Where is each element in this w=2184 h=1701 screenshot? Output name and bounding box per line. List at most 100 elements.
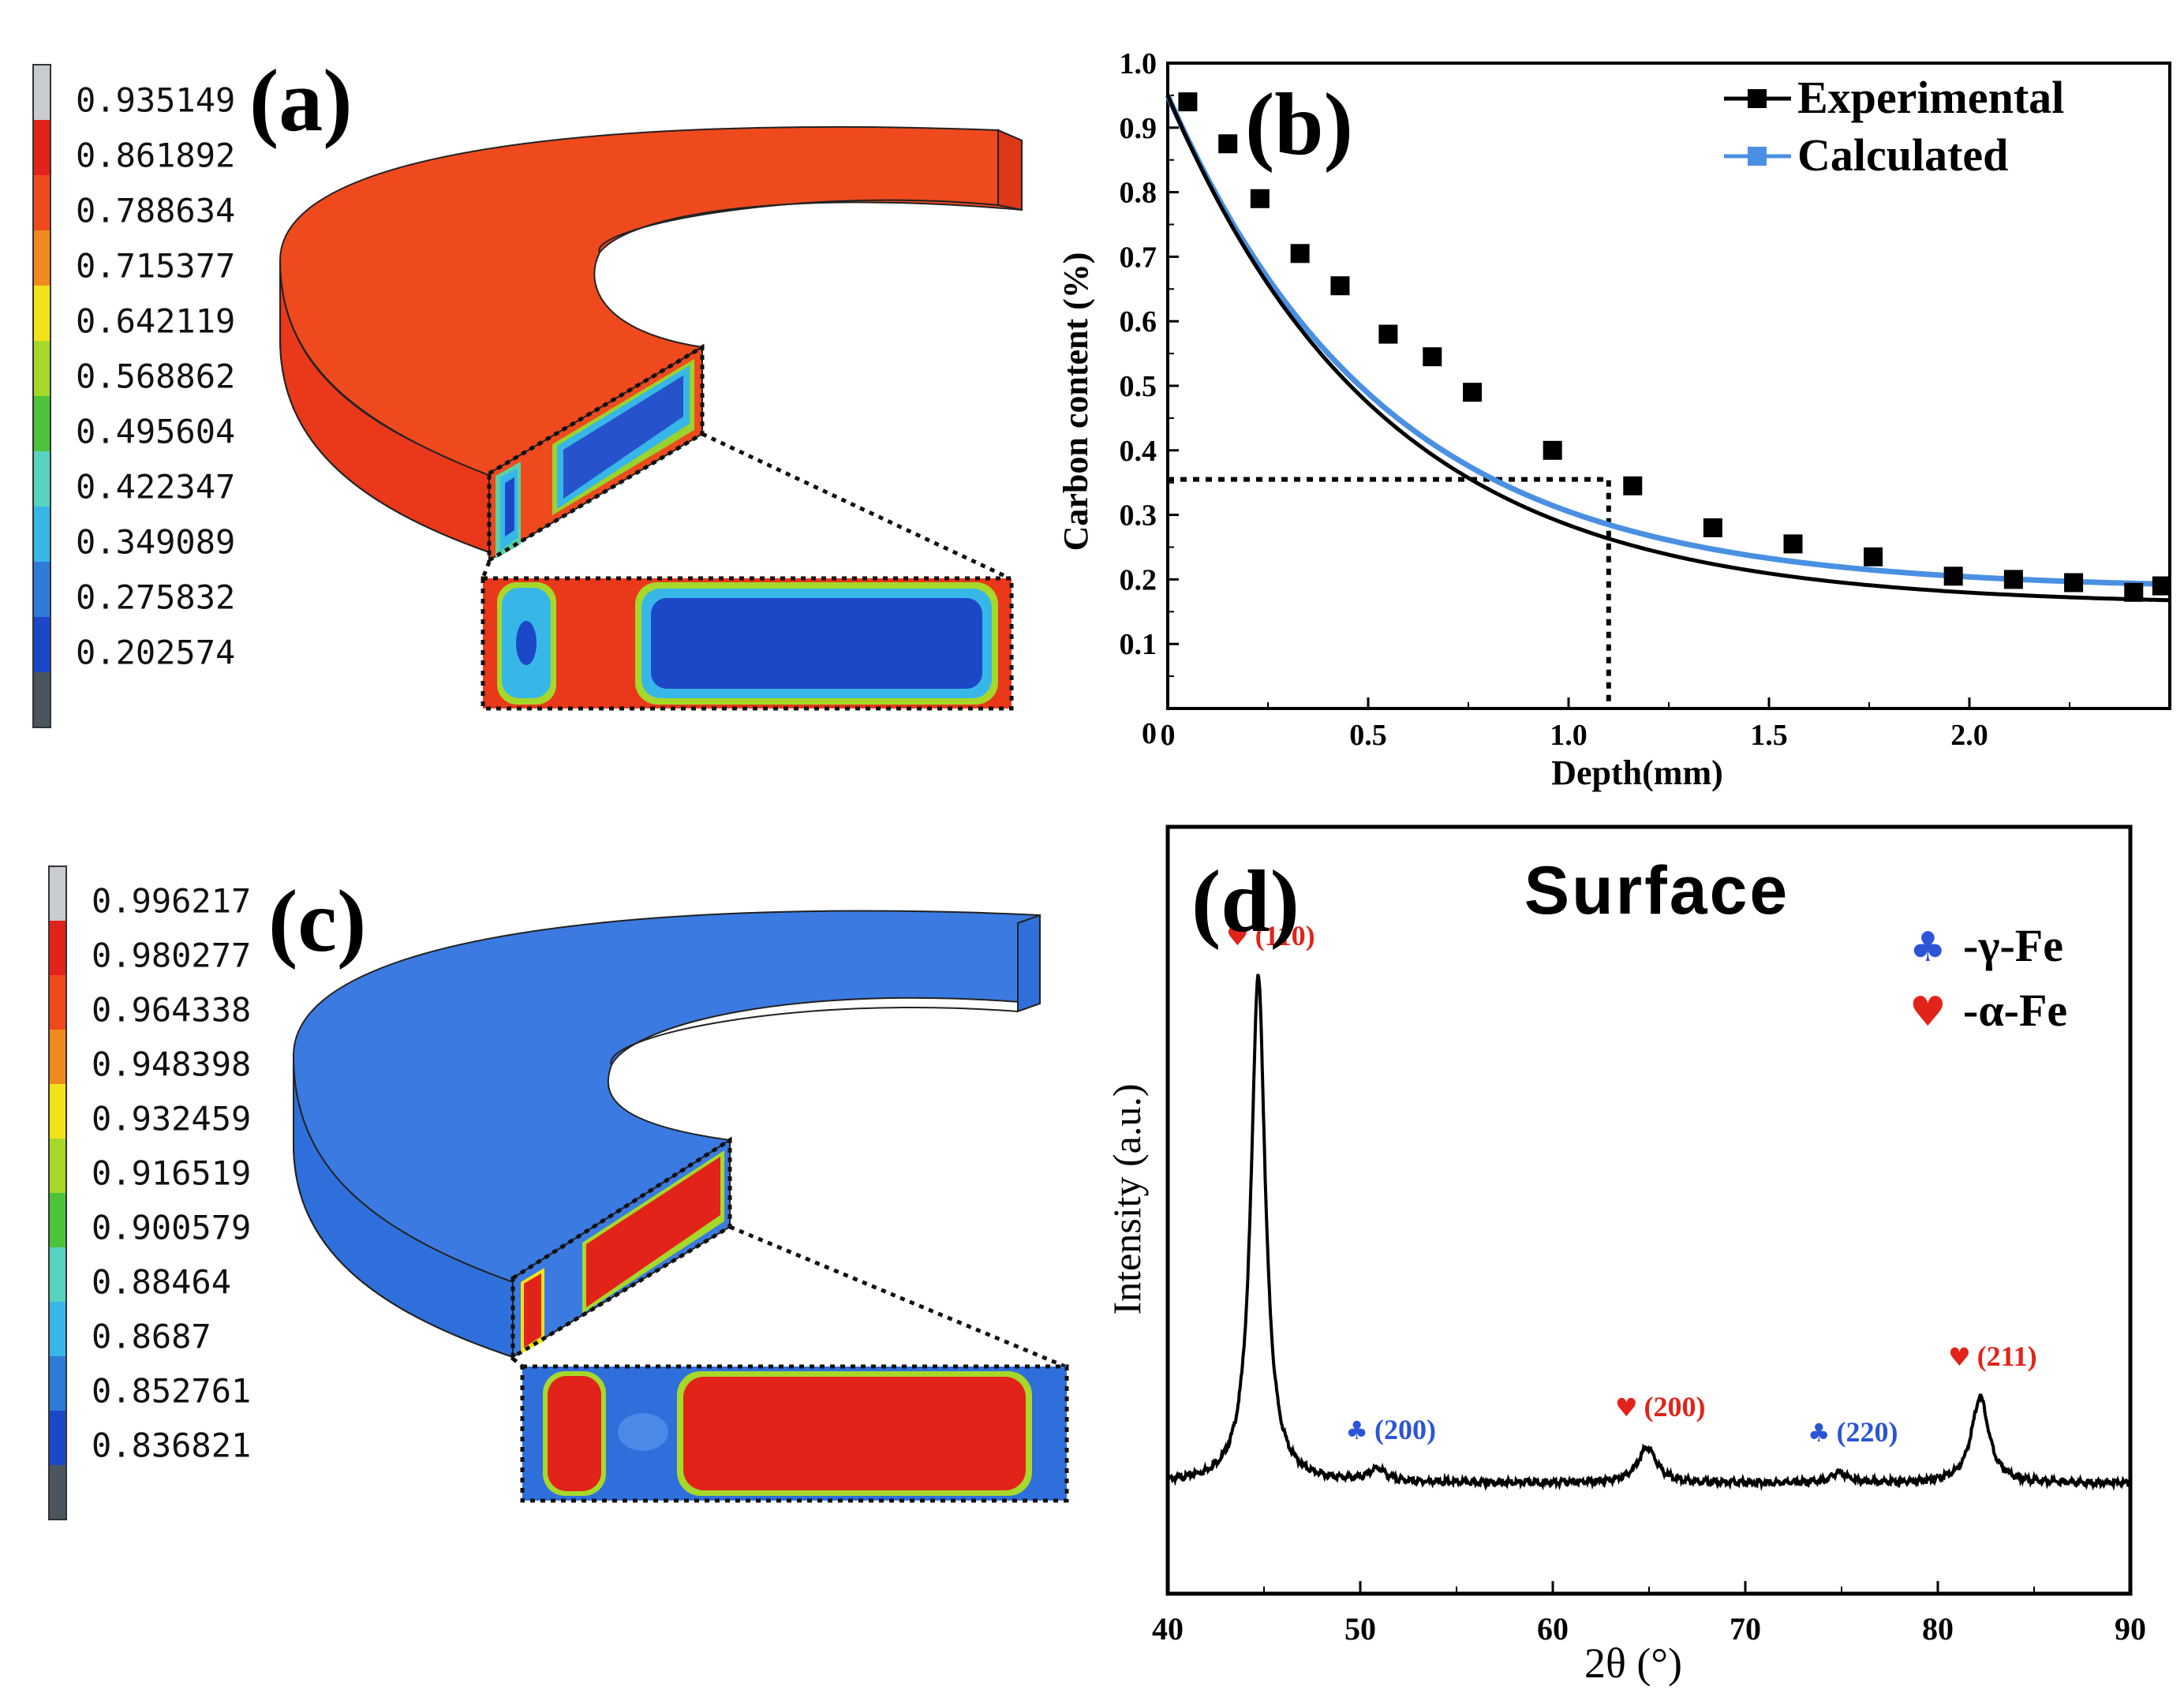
cbar-c-segment (49, 1030, 66, 1084)
cbar-c-label: 0.88464 (92, 1263, 231, 1302)
cbar-a-label: 0.568862 (76, 357, 235, 396)
legend-symbol-alpha: ♥ (1909, 989, 1947, 1036)
cbar-a-segment (33, 617, 50, 672)
x-tick-label-d: 90 (2115, 1611, 2146, 1647)
data-point-experimental (2152, 576, 2171, 596)
peak-marker: ♥ (1226, 922, 1249, 951)
peak-marker: ♥ (1948, 1342, 1971, 1372)
cbar-a-segment (33, 451, 50, 507)
data-point-experimental (1943, 566, 1963, 586)
x-axis-label-d: 2θ (°) (1584, 1639, 1682, 1687)
x-axis-label-b: Depth(mm) (1551, 753, 1723, 792)
cbar-c-label: 0.916519 (92, 1154, 251, 1193)
legend-label-alpha: -α-Fe (1963, 985, 2067, 1036)
panel-a: 0.935149 0.861892 0.788634 0.715377 0.642119… (32, 52, 1023, 728)
cbar-c-segment (49, 1411, 66, 1465)
cbar-a-label: 0.861892 (76, 136, 235, 175)
cbar-c-label: 0.980277 (92, 936, 251, 975)
cbar-a-segment (33, 672, 50, 727)
panel-b-label: (b) (1245, 76, 1353, 174)
cbar-a-label: 0.349089 (76, 523, 235, 562)
cbar-c-segment (49, 1465, 66, 1520)
zoom-inset-c (520, 1364, 1069, 1503)
y-tick-label-b: 0.7 (1120, 241, 1157, 274)
ring-model-c (292, 910, 1041, 1361)
cbar-c-label: 0.996217 (92, 882, 251, 921)
y-tick-label-b: 0.3 (1120, 499, 1157, 533)
data-point-experimental (2124, 582, 2144, 602)
data-point-experimental (1623, 476, 1643, 495)
cbar-a-segment (33, 341, 50, 396)
peak-label: (110) (1255, 920, 1315, 951)
y-tick-label-b: 0.1 (1120, 628, 1157, 661)
colorbar-a: 0.935149 0.861892 0.788634 0.715377 0.642119… (32, 64, 235, 728)
data-point-experimental (1423, 347, 1442, 367)
zoom-inset-a (481, 576, 1014, 711)
cbar-a-label: 0.202574 (76, 634, 235, 672)
legend-d: ♣ -γ-Fe ♥ -α-Fe (1909, 920, 2067, 1036)
x-tick-label-b: 2.0 (1950, 719, 1988, 752)
series-line-calculated (1165, 94, 2171, 587)
cbar-c-segment (49, 1138, 66, 1193)
cbar-c-segment (49, 1247, 66, 1302)
cbar-c-segment (49, 975, 66, 1030)
cbar-c-label: 0.900579 (92, 1209, 251, 1247)
cbar-a-frame (32, 64, 51, 728)
cbar-c-frame (48, 865, 67, 1520)
ring-model-a (279, 125, 1023, 564)
cbar-a-segment (33, 175, 50, 230)
x-tick-label-d: 60 (1537, 1611, 1569, 1647)
cbar-a-label: 0.715377 (76, 247, 235, 286)
cbar-a-segment (33, 507, 50, 562)
cbar-a-segment (33, 65, 50, 120)
x-tick-label-d: 70 (1730, 1611, 1761, 1647)
cbar-c-label: 0.932459 (92, 1100, 251, 1138)
peak-label: (200) (1374, 1414, 1436, 1445)
peak-marker: ♣ (1808, 1418, 1831, 1448)
cbar-a-segment (33, 396, 50, 451)
peak-label: (200) (1644, 1391, 1706, 1422)
x-tick-label-d: 50 (1344, 1611, 1376, 1647)
chart-b: 0 0.5 1.0 1.5 2.0 0.1 0.2 0.3 0.4 0.5 0.6 0.7 0.8 0.9… (1056, 47, 2171, 792)
data-point-experimental (1703, 518, 1722, 537)
data-point-experimental (1378, 324, 1398, 344)
legend-marker-experimental (1748, 89, 1767, 108)
cbar-c-label: 0.964338 (92, 991, 251, 1030)
cbar-c-segment (49, 1084, 66, 1138)
y-tick-label-b: 0.5 (1120, 370, 1157, 403)
data-point-experimental (1864, 547, 1883, 566)
annotation-line-b (1168, 477, 1611, 708)
panel-c: 0.996217 0.980277 0.964338 0.948398 0.932459… (48, 865, 1069, 1520)
data-point-experimental (1218, 134, 1238, 154)
data-point-experimental (1463, 383, 1483, 402)
legend-symbol-gamma: ♣ (1909, 924, 1947, 971)
panel-c-label: (c) (268, 873, 366, 970)
legend-b: Experimental Calculated (1724, 72, 2064, 181)
cbar-a-segment (33, 230, 50, 286)
cbar-a-segment (33, 286, 50, 341)
peak-label: (220) (1837, 1416, 1898, 1448)
legend-label-experimental: Experimental (1797, 72, 2064, 123)
data-point-experimental (1330, 276, 1350, 296)
peak-marker: ♣ (1345, 1415, 1368, 1445)
cbar-a-label: 0.935149 (76, 81, 235, 120)
cbar-a-label: 0.422347 (76, 468, 235, 507)
panel-a-label: (a) (249, 52, 353, 150)
y-tick-label-b: 1.0 (1120, 47, 1157, 80)
data-point-experimental (2003, 570, 2023, 589)
origin-label-b: 0 (1142, 717, 1157, 750)
cbar-c-segment (49, 1356, 66, 1411)
legend-marker-calculated (1748, 147, 1767, 166)
series-line-experimental (1165, 94, 2171, 603)
y-tick-label-b: 0.4 (1120, 435, 1157, 468)
x-tick-label-b: 0.5 (1349, 719, 1387, 752)
x-tick-label-b: 0 (1161, 719, 1176, 752)
cbar-c-segment (49, 1302, 66, 1356)
cbar-a-label: 0.275832 (76, 578, 235, 617)
y-axis-label-d: Intensity (a.u.) (1105, 1084, 1149, 1315)
cbar-a-segment (33, 562, 50, 617)
panel-b: 0 0.5 1.0 1.5 2.0 0.1 0.2 0.3 0.4 0.5 0.6 0.7 0.8 0.9… (1056, 47, 2171, 792)
y-tick-label-b: 0.9 (1120, 112, 1157, 145)
